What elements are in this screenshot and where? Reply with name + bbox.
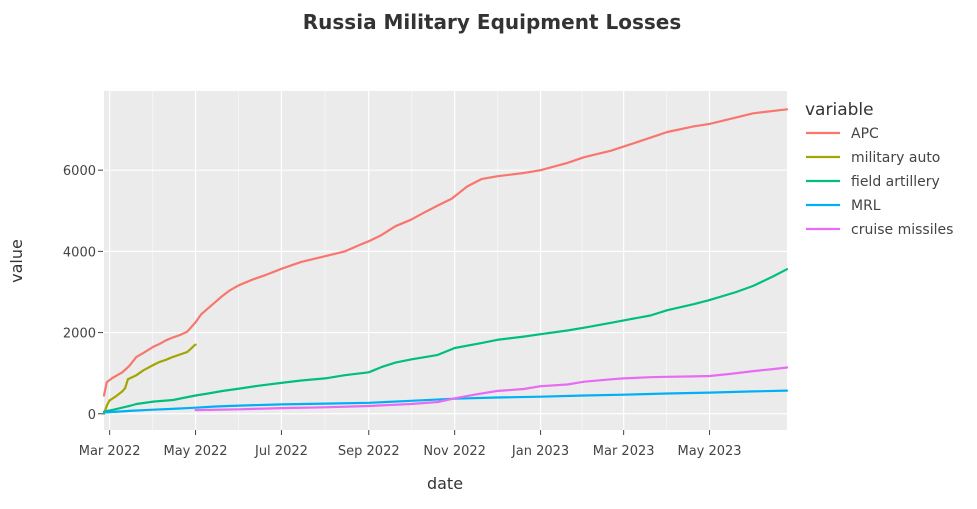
legend-label: APC bbox=[851, 126, 879, 142]
series-line-apc bbox=[102, 108, 789, 397]
x-tick-label: Nov 2022 bbox=[423, 444, 486, 459]
x-axis-label: date bbox=[427, 474, 463, 493]
gridlines bbox=[104, 91, 787, 430]
y-tick-label: 4000 bbox=[63, 245, 96, 260]
series-line-mrl bbox=[102, 389, 789, 414]
series-line-cruise-missiles bbox=[194, 366, 789, 412]
series-lines bbox=[102, 108, 789, 415]
x-tick-label: Jul 2022 bbox=[254, 444, 308, 459]
y-axis-label: value bbox=[7, 239, 26, 283]
series-line-military-auto bbox=[102, 343, 197, 415]
x-tick-label: May 2022 bbox=[163, 444, 227, 459]
series-line-field-artillery bbox=[102, 268, 789, 413]
plot-area bbox=[104, 91, 787, 430]
y-axis-ticks: 0 2000 4000 6000 bbox=[63, 164, 103, 423]
legend-label: field artillery bbox=[851, 174, 940, 190]
x-tick-label: May 2023 bbox=[677, 444, 741, 459]
legend-title: variable bbox=[805, 100, 874, 120]
y-tick-label: 0 bbox=[88, 408, 96, 423]
x-axis-ticks: Mar 2022 May 2022 Jul 2022 Sep 2022 Nov 2022… bbox=[79, 430, 742, 459]
chart-title: Russia Military Equipment Losses bbox=[303, 10, 681, 34]
legend-label: MRL bbox=[851, 198, 881, 214]
y-tick-label: 2000 bbox=[63, 327, 96, 342]
x-tick-label: Mar 2022 bbox=[79, 444, 141, 459]
x-tick-label: Sep 2022 bbox=[338, 444, 400, 459]
x-tick-label: Mar 2023 bbox=[593, 444, 655, 459]
legend-label: cruise missiles bbox=[851, 222, 953, 238]
y-tick-label: 6000 bbox=[63, 164, 96, 179]
legend: variable APC military auto field artillery… bbox=[805, 100, 953, 238]
x-tick-label: Jan 2023 bbox=[511, 444, 569, 459]
legend-label: military auto bbox=[851, 150, 940, 166]
